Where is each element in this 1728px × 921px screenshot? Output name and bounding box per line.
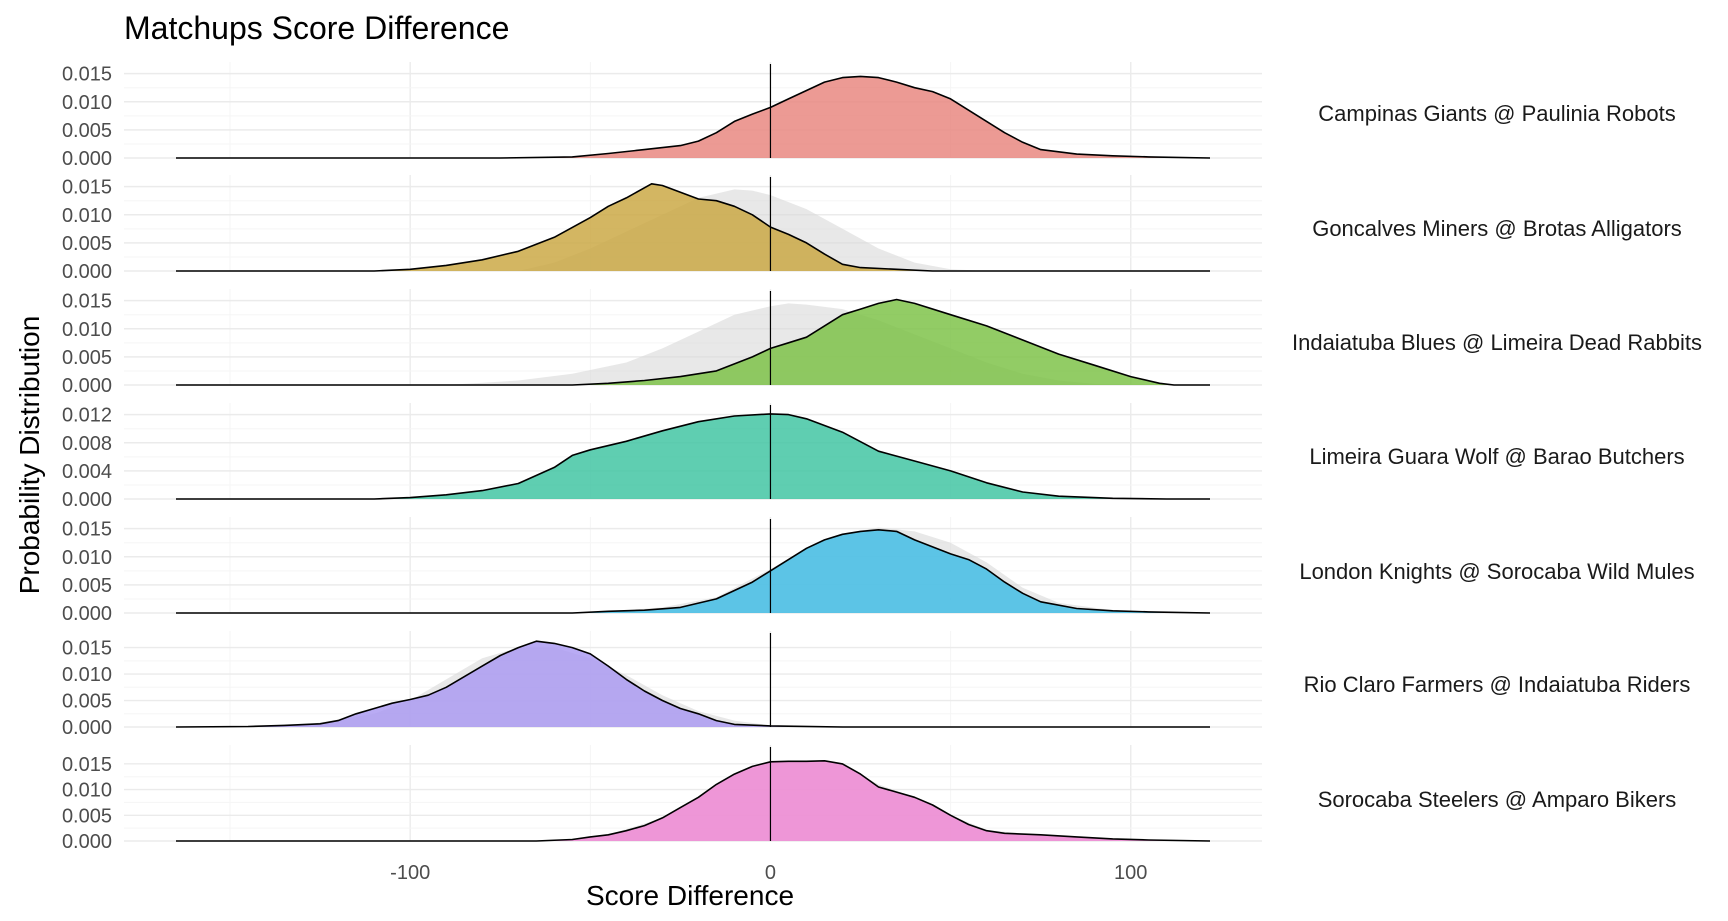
y-tick-label: 0.000: [62, 375, 112, 397]
y-tick-label: 0.000: [62, 489, 112, 511]
facet-label: Limeira Guara Wolf @ Barao Butchers: [1309, 444, 1685, 469]
x-tick-label: 100: [1114, 862, 1147, 884]
y-tick-label: 0.000: [62, 717, 112, 739]
comparison-density-area: [176, 527, 1210, 613]
y-tick-label: 0.015: [62, 291, 112, 313]
y-tick-label: 0.000: [62, 148, 112, 170]
y-tick-label: 0.008: [62, 433, 112, 455]
density-area: [176, 299, 1210, 385]
y-tick-label: 0.015: [62, 177, 112, 199]
y-tick-label: 0.010: [62, 780, 112, 802]
x-tick-label: -100: [390, 862, 430, 884]
density-area: [176, 529, 1210, 613]
y-tick-label: 0.005: [62, 120, 112, 142]
y-tick-label: 0.010: [62, 205, 112, 227]
facet-label: Campinas Giants @ Paulinia Robots: [1318, 101, 1676, 126]
facet-label: London Knights @ Sorocaba Wild Mules: [1299, 559, 1695, 584]
y-tick-label: 0.015: [62, 754, 112, 776]
y-tick-label: 0.015: [62, 638, 112, 660]
y-tick-label: 0.005: [62, 233, 112, 255]
y-tick-label: 0.005: [62, 575, 112, 597]
chart-title: Matchups Score Difference: [124, 10, 510, 46]
y-tick-label: 0.005: [62, 691, 112, 713]
y-tick-label: 0.005: [62, 805, 112, 827]
y-tick-label: 0.012: [62, 405, 112, 427]
facet-label: Indaiatuba Blues @ Limeira Dead Rabbits: [1291, 330, 1702, 355]
density-outline: [176, 529, 1211, 614]
density-outline: [176, 75, 1211, 159]
density-area: [176, 183, 1210, 271]
y-tick-label: 0.010: [62, 664, 112, 686]
y-tick-label: 0.000: [62, 603, 112, 625]
y-tick-label: 0.000: [62, 831, 112, 853]
y-tick-label: 0.015: [62, 64, 112, 86]
density-outline: [176, 183, 1210, 272]
density-outline: [175, 640, 1210, 728]
y-tick-label: 0.000: [62, 261, 112, 283]
density-outline: [176, 413, 1210, 500]
x-tick-label: 0: [765, 862, 776, 884]
x-axis-label: Score Difference: [585, 880, 795, 911]
facet-label: Rio Claro Farmers @ Indaiatuba Riders: [1303, 672, 1691, 697]
y-tick-label: 0.005: [62, 347, 112, 369]
y-tick-label: 0.010: [62, 547, 112, 569]
density-outline: [176, 298, 1210, 386]
density-area: [176, 413, 1210, 499]
density-area: [176, 641, 1210, 727]
y-tick-label: 0.015: [62, 519, 112, 541]
y-axis-label: Probability Distribution: [14, 315, 45, 595]
density-area: [176, 76, 1210, 158]
density-outline: [176, 760, 1211, 842]
facet-label: Goncalves Miners @ Brotas Alligators: [1312, 216, 1682, 241]
facet-label: Sorocaba Steelers @ Amparo Bikers: [1317, 787, 1677, 812]
y-tick-label: 0.004: [62, 461, 112, 483]
y-tick-label: 0.010: [62, 319, 112, 341]
y-tick-label: 0.010: [62, 92, 112, 114]
